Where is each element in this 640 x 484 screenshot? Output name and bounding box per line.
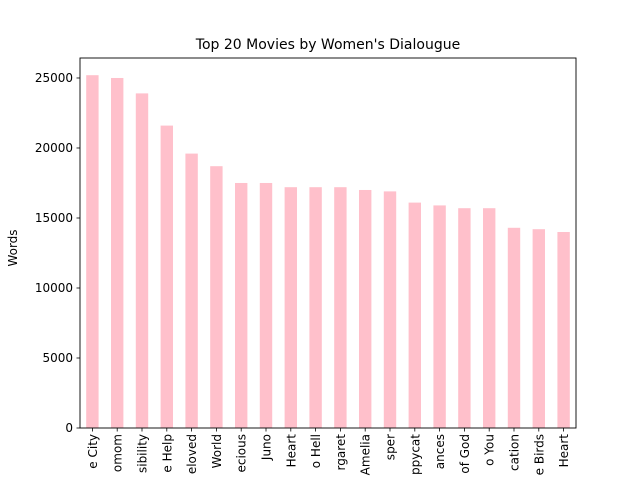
bar-10 [309,187,322,428]
plot-frame [79,57,577,429]
x-tick-label: cation [508,434,522,471]
x-tick-label: ances [433,434,447,469]
x-tick-label: e City [86,434,100,469]
bar-19 [532,229,545,428]
y-tick-label: 0 [65,421,73,435]
bar-5 [185,153,198,428]
x-tick-label: eloved [185,434,199,474]
y-tick-label: 20000 [35,141,73,155]
bar-3 [135,93,149,428]
x-tick-label: ppycat [408,434,422,475]
bar-17 [483,208,496,428]
x-tick-label: World [210,434,224,468]
x-tick-label: o You [483,434,497,466]
bar-16 [458,208,471,428]
chart-title: Top 20 Movies by Women's Dialougue [195,37,460,53]
bar-6 [210,166,223,428]
x-tick-label: Amelia [359,434,373,475]
bar-2 [111,77,124,429]
x-tick-label: omom [111,434,125,472]
bar-18 [507,227,521,428]
bar-9 [284,187,297,428]
y-axis-label: Words [6,229,20,266]
bars-layer [86,75,570,429]
x-tick-label: o Hell [309,434,323,468]
x-tick-label: of God [458,434,472,474]
x-tick-label: ecious [235,434,249,473]
x-tick-label: e Birds [532,434,546,475]
x-tick-label: sibility [136,434,150,473]
x-tick-label: rgaret [334,434,348,471]
bar-13 [383,191,397,428]
y-tick-label: 15000 [35,211,73,225]
x-tick-label: Juno [260,434,274,461]
bar-15 [433,205,446,428]
y-tick-label: 10000 [35,281,73,295]
bar-14 [408,202,421,428]
x-tick-label: Heart [284,434,298,468]
x-tick-label: e Help [160,434,174,473]
x-tick-label: Heart [557,434,571,468]
bar-8 [259,182,273,428]
ticks-layer: e City omom sibility e Help eloved World eciou… [35,71,571,475]
y-tick-label: 5000 [42,351,73,365]
y-tick-label: 25000 [35,71,73,85]
bar-7 [235,182,248,428]
bar-20 [557,232,570,428]
bar-4 [160,125,173,428]
bar-12 [359,189,372,428]
x-tick-label: sper [384,434,398,460]
bar-11 [334,187,347,428]
bar-1 [86,75,99,428]
